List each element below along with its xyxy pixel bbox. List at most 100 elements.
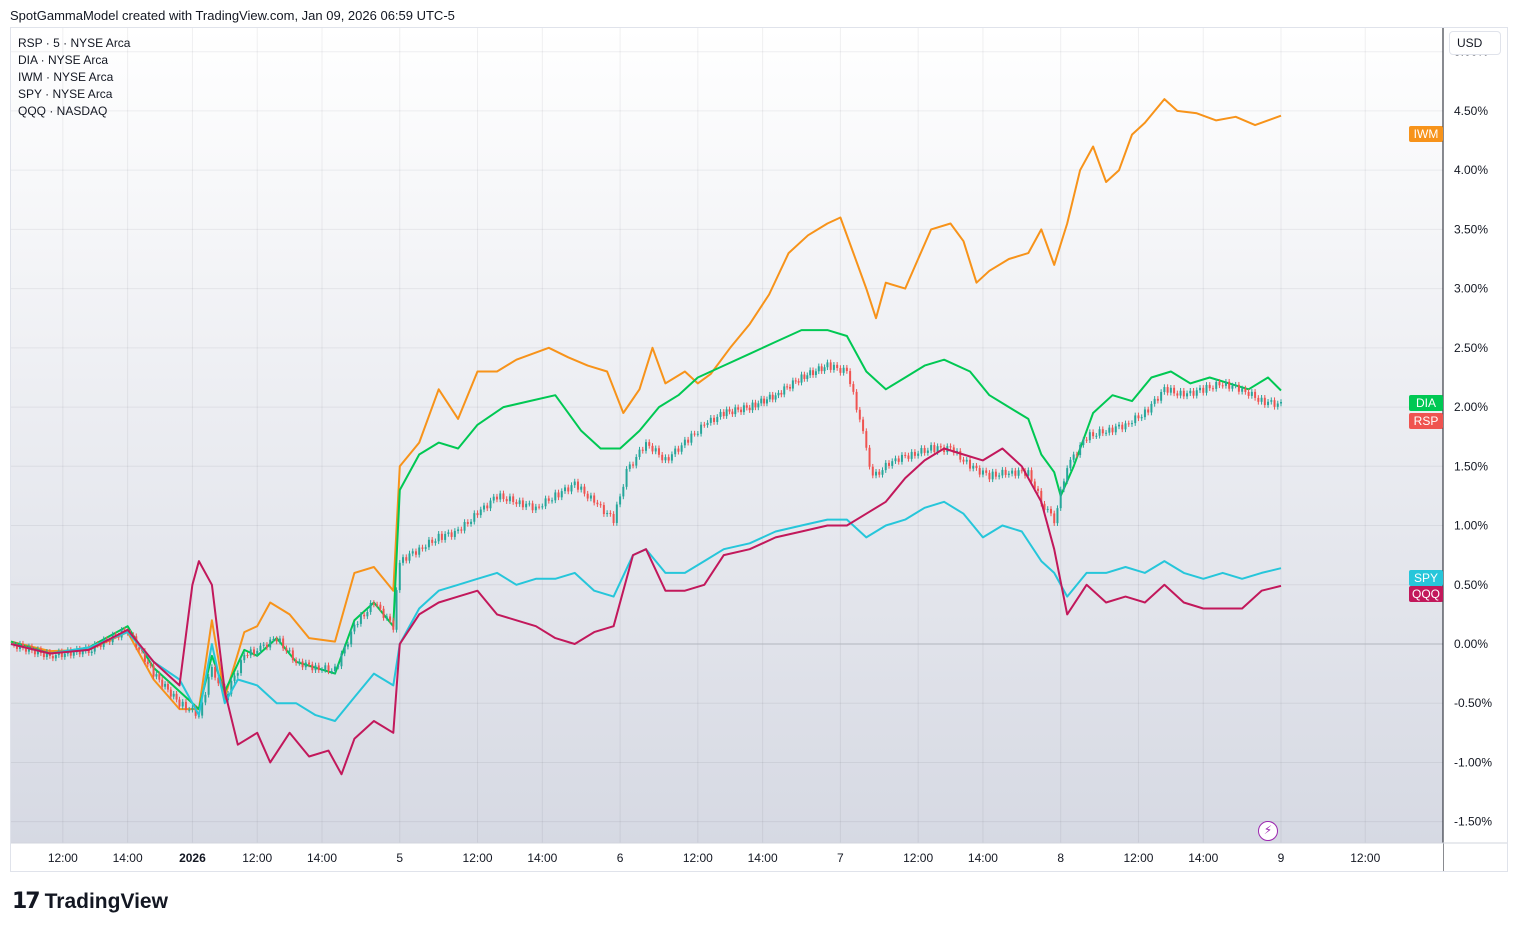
candle	[69, 649, 72, 656]
candle	[418, 547, 421, 555]
candle	[800, 374, 803, 383]
candle	[757, 403, 760, 408]
candle	[939, 446, 942, 448]
candle	[1056, 508, 1059, 524]
candle	[505, 499, 508, 502]
candle	[158, 674, 161, 680]
candle	[803, 374, 806, 379]
candle	[1075, 454, 1078, 456]
candle	[1192, 390, 1195, 396]
candle	[700, 424, 703, 434]
tradingview-logo-mark: 17	[12, 889, 41, 914]
currency-button[interactable]: USD	[1449, 31, 1501, 55]
candle	[1208, 384, 1211, 389]
candle	[696, 433, 699, 435]
candle	[599, 504, 602, 506]
candle	[282, 638, 285, 649]
candle	[476, 513, 479, 516]
last-value-label-rsp: RSP	[1414, 414, 1439, 428]
candle	[1001, 469, 1004, 476]
candle	[628, 464, 631, 469]
legend-item-spy[interactable]: SPY · NYSE Arca	[18, 87, 113, 101]
candle	[625, 468, 628, 487]
candle	[1027, 470, 1030, 476]
candle	[1014, 470, 1017, 476]
legend-item-iwm[interactable]: IWM · NYSE Arca	[18, 70, 114, 84]
legend-item-dia[interactable]: DIA · NYSE Arca	[18, 53, 109, 67]
y-tick-label: 1.50%	[1454, 459, 1488, 473]
candle	[285, 648, 288, 652]
candle	[275, 638, 278, 642]
candle	[654, 448, 657, 452]
legend-item-rsp[interactable]: RSP · 5 · NYSE Arca	[18, 36, 131, 50]
candle	[560, 491, 563, 498]
tradingview-logo[interactable]: 17 TradingView	[12, 889, 168, 914]
x-tick-label: 14:00	[1188, 851, 1218, 865]
candle	[742, 405, 745, 413]
candle	[780, 392, 783, 395]
y-tick-label: 3.00%	[1454, 282, 1488, 296]
candle	[1101, 429, 1104, 434]
candle	[169, 689, 172, 697]
candle	[949, 446, 952, 448]
legend-item-qqq[interactable]: QQQ · NASDAQ	[18, 104, 108, 118]
candle	[141, 649, 144, 651]
candle	[576, 481, 579, 490]
last-value-label-qqq: QQQ	[1412, 587, 1440, 601]
candle	[1007, 473, 1010, 475]
candle	[343, 646, 346, 654]
candle	[731, 411, 734, 415]
candle	[1088, 432, 1091, 441]
lightning-bolt-icon[interactable]: ⚡	[1258, 821, 1278, 841]
candle	[998, 475, 1001, 477]
candle	[1176, 393, 1179, 396]
candle	[440, 533, 443, 540]
candle	[184, 701, 187, 710]
candle	[674, 448, 677, 455]
x-tick-label: 14:00	[968, 851, 998, 865]
candle	[1134, 415, 1137, 424]
candle	[346, 644, 349, 647]
x-tick-label: 12:00	[1123, 851, 1153, 865]
candle	[706, 422, 709, 426]
candle	[988, 472, 991, 480]
candle	[15, 644, 18, 649]
x-tick-label: 9	[1278, 851, 1285, 865]
candle	[978, 468, 981, 475]
candle	[288, 650, 291, 652]
candle	[155, 674, 158, 677]
candle	[541, 506, 544, 508]
x-tick-label: 14:00	[748, 851, 778, 865]
candle	[651, 445, 654, 452]
candle	[402, 557, 405, 563]
candle	[952, 447, 955, 453]
candle	[1085, 439, 1088, 441]
candle	[298, 661, 301, 663]
candle	[580, 486, 583, 490]
candle	[768, 394, 771, 400]
candle	[340, 653, 343, 667]
candle	[1199, 387, 1202, 391]
candle	[567, 487, 570, 492]
y-tick-label: 1.00%	[1454, 519, 1488, 533]
series-iwm	[10, 98, 1282, 711]
candle	[709, 417, 712, 423]
candle	[1215, 381, 1218, 389]
candle	[1260, 397, 1263, 402]
candle	[252, 649, 255, 654]
candle	[845, 367, 848, 372]
candle	[259, 645, 262, 651]
candle	[1030, 470, 1033, 482]
candle	[884, 462, 887, 471]
candle	[1066, 468, 1069, 482]
candle	[573, 481, 576, 486]
candle	[748, 407, 751, 411]
last-value-tag-spy	[1409, 570, 1443, 586]
candle	[544, 498, 547, 507]
candle	[788, 387, 791, 389]
candle	[751, 402, 754, 411]
candle	[181, 701, 184, 707]
last-value-label-spy: SPY	[1414, 571, 1438, 585]
candle	[1043, 503, 1046, 510]
